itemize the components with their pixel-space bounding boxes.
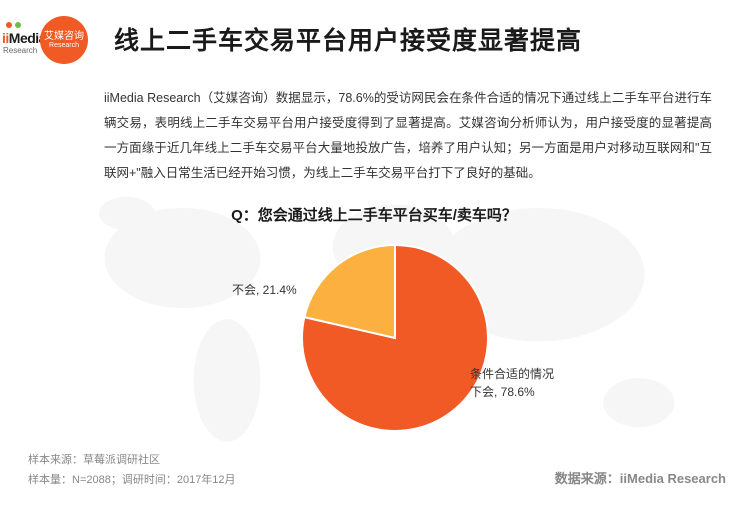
footer-sample: 样本量：N=2088；调研时间：2017年12月 [28,471,236,491]
logo-circle-top: 艾媒咨询 [44,31,84,42]
footer-left: 样本来源：草莓派调研社区 样本量：N=2088；调研时间：2017年12月 [28,451,236,491]
logo-circle-bottom: Research [49,42,79,50]
logo: iiMedia Research 艾媒咨询 Research [0,10,90,68]
header: iiMedia Research 艾媒咨询 Research 线上二手车交易平台… [0,0,748,68]
footer-right: 数据来源：iiMedia Research [555,468,726,487]
pie-chart [300,243,490,433]
pie-label-major-line1: 条件合适的情况 [470,367,554,381]
logo-sub: Research [3,46,37,55]
logo-dot-1 [6,22,12,28]
body-paragraph: iiMedia Research（艾媒咨询）数据显示，78.6%的受访网民会在条… [0,68,748,186]
page-title: 线上二手车交易平台用户接受度显著提高 [114,21,582,57]
pie-chart-wrap: 不会, 21.4% 条件合适的情况 下会, 78.6% [0,225,748,455]
pie-label-major-line2: 下会, 78.6% [470,385,535,399]
logo-dots [6,22,21,28]
pie-label-minor: 不会, 21.4% [232,281,297,298]
pie-label-major: 条件合适的情况 下会, 78.6% [470,365,554,401]
logo-dot-2 [15,22,21,28]
logo-circle: 艾媒咨询 Research [40,16,88,64]
chart-question: Q：您会通过线上二手车平台买车/卖车吗？ [0,204,748,225]
